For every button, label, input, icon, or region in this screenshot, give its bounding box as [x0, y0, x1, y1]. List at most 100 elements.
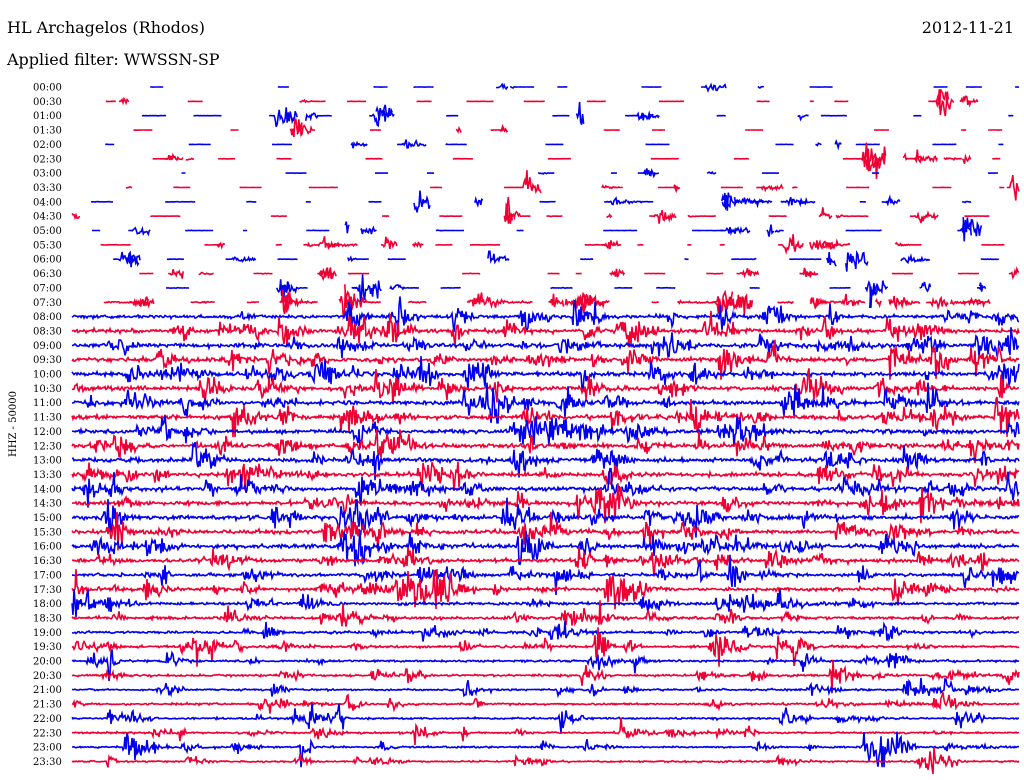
seismic-trace: [919, 281, 932, 293]
seismic-trace: [307, 242, 314, 248]
seismic-trace: [928, 89, 950, 117]
row-time-label: 15:30: [33, 527, 62, 538]
seismic-trace: [413, 190, 431, 213]
seismic-trace: [721, 192, 740, 211]
seismic-trace: [246, 301, 260, 304]
seismic-trace: [584, 243, 605, 246]
seismic-trace: [809, 239, 838, 251]
seismic-trace: [71, 461, 1020, 491]
seismic-trace: [601, 183, 623, 190]
seismic-trace: [909, 210, 939, 224]
seismic-trace: [710, 289, 740, 315]
seismic-trace: [407, 300, 427, 304]
seismic-trace: [281, 289, 318, 315]
seismic-trace: [347, 255, 370, 263]
seismic-trace: [279, 291, 294, 311]
seismic-trace: [100, 243, 131, 246]
seismic-trace: [1006, 174, 1020, 201]
seismic-trace: [706, 170, 717, 175]
row-time-label: 20:00: [33, 657, 62, 668]
seismic-trace: [550, 286, 573, 290]
seismic-trace: [167, 269, 184, 279]
seismic-trace: [701, 82, 727, 93]
trace-layer: [71, 82, 1020, 775]
seismic-trace: [185, 229, 214, 232]
row-time-label: 19:00: [33, 628, 62, 639]
seismic-trace: [976, 284, 984, 291]
seismic-trace: [71, 677, 1020, 699]
seismic-trace: [642, 168, 656, 179]
seismic-trace: [900, 299, 909, 306]
seismic-trace: [509, 85, 535, 89]
seismic-trace: [537, 171, 555, 175]
seismic-trace: [71, 296, 1020, 337]
seismic-trace: [575, 101, 585, 125]
seismic-trace: [626, 200, 654, 206]
row-time-label: 16:00: [33, 542, 62, 553]
seismic-trace: [731, 257, 757, 261]
row-time-label: 06:00: [33, 255, 62, 266]
seismic-trace: [313, 236, 341, 251]
seismic-trace: [519, 170, 542, 195]
seismic-trace: [225, 255, 257, 263]
row-time-label: 12:30: [33, 441, 62, 452]
seismic-trace: [657, 183, 681, 190]
seismic-trace: [71, 530, 1020, 567]
row-time-label: 10:00: [33, 370, 62, 381]
seismic-trace: [777, 300, 794, 305]
seismic-trace: [289, 118, 303, 138]
seismic-trace: [270, 215, 287, 218]
seismic-trace: [435, 229, 465, 232]
seismic-trace: [71, 382, 1020, 424]
seismic-trace: [706, 272, 724, 275]
seismic-trace: [71, 356, 1020, 392]
seismic-trace: [71, 483, 1020, 524]
seismic-trace: [382, 214, 390, 218]
row-time-label: 15:00: [33, 513, 62, 524]
row-tick-labels: 00:00 00:30 01:00 01:30 02:00 02:30 03:00 03:30…: [33, 83, 62, 768]
row-time-label: 01:30: [33, 126, 62, 137]
seismic-trace: [835, 214, 869, 219]
seismic-trace: [253, 272, 273, 275]
seismic-trace: [474, 195, 484, 208]
seismic-trace: [719, 225, 751, 236]
seismic-trace: [71, 554, 1020, 596]
row-time-label: 07:30: [33, 298, 62, 309]
row-time-label: 18:30: [33, 613, 62, 624]
seismic-trace: [71, 441, 1020, 481]
seismic-trace: [461, 272, 481, 275]
row-time-label: 08:30: [33, 326, 62, 337]
row-time-label: 12:00: [33, 427, 62, 438]
seismic-trace: [71, 627, 1020, 667]
seismic-trace: [344, 221, 350, 234]
seismic-trace: [818, 207, 833, 220]
seismic-trace: [71, 546, 1020, 577]
seismic-trace: [445, 143, 467, 146]
seismic-trace: [964, 215, 990, 218]
seismic-trace: [71, 396, 1020, 438]
seismic-trace: [216, 241, 226, 250]
seismic-trace: [673, 184, 680, 194]
row-time-label: 09:30: [33, 355, 62, 366]
seismic-trace: [933, 89, 955, 110]
seismic-trace: [440, 286, 461, 289]
seismic-trace: [71, 327, 1019, 359]
seismic-trace: [809, 297, 821, 310]
seismic-trace: [317, 267, 335, 280]
seismic-trace: [71, 649, 1020, 682]
seismic-trace: [275, 243, 283, 246]
seismic-trace: [1008, 266, 1020, 280]
seismic-trace: [601, 239, 622, 250]
seismic-trace: [487, 250, 510, 265]
row-time-label: 13:30: [33, 470, 62, 481]
seismic-trace: [778, 234, 804, 256]
seismic-trace: [71, 600, 1020, 627]
seismic-trace: [791, 186, 798, 189]
seismic-trace: [71, 747, 1020, 775]
seismic-trace: [350, 140, 368, 149]
seismic-trace: [71, 368, 1020, 405]
seismic-trace: [381, 109, 395, 122]
seismic-trace: [128, 225, 151, 237]
row-time-label: 20:30: [33, 671, 62, 682]
